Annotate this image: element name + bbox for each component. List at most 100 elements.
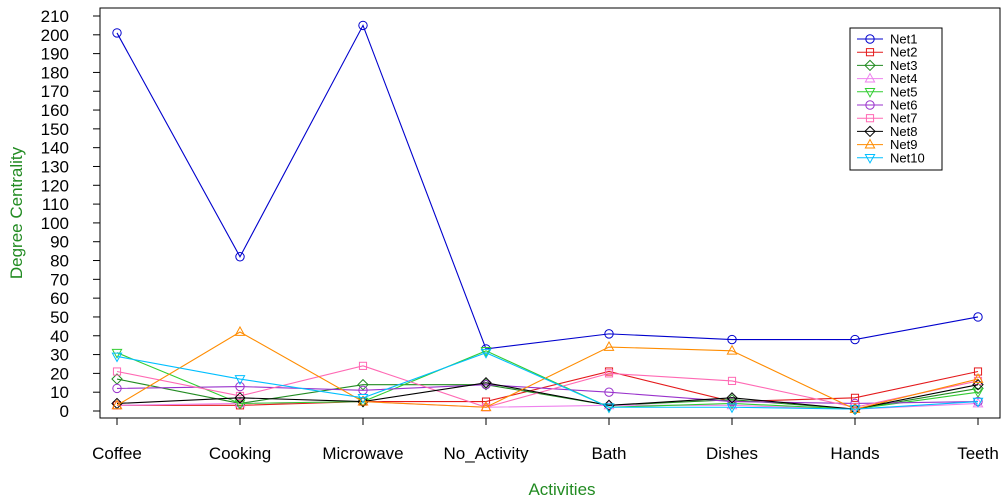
y-tick-label: 200 bbox=[41, 26, 69, 45]
y-tick-label: 110 bbox=[42, 195, 69, 214]
data-point bbox=[357, 378, 369, 391]
series-line bbox=[116, 382, 979, 410]
data-point bbox=[112, 28, 122, 38]
y-tick-label: 90 bbox=[50, 233, 69, 252]
data-point bbox=[726, 344, 738, 355]
series-line bbox=[116, 331, 979, 410]
legend-label: Net9 bbox=[890, 137, 917, 152]
legend-marker bbox=[864, 125, 876, 138]
y-tick-label: 180 bbox=[41, 63, 69, 82]
data-point bbox=[481, 397, 491, 406]
data-point bbox=[727, 334, 737, 345]
legend-marker bbox=[865, 100, 875, 110]
series-line bbox=[116, 24, 979, 350]
x-tick-label: Teeth bbox=[957, 444, 999, 463]
y-tick-label: 0 bbox=[60, 402, 69, 421]
data-point bbox=[112, 383, 122, 394]
data-point bbox=[357, 393, 369, 404]
y-tick-label: 160 bbox=[41, 101, 69, 120]
legend-item: Net4 bbox=[857, 71, 917, 86]
y-tick-label: 150 bbox=[41, 120, 69, 139]
legend-label: Net1 bbox=[890, 32, 917, 47]
data-point bbox=[850, 393, 860, 402]
data-point bbox=[112, 367, 122, 376]
x-tick-label: No_Activity bbox=[443, 444, 529, 463]
data-point bbox=[849, 403, 861, 413]
legend-item: Net10 bbox=[857, 150, 925, 165]
data-point bbox=[480, 348, 492, 359]
series-line bbox=[116, 365, 979, 408]
x-axis-title: Activities bbox=[528, 480, 595, 499]
x-tick-label: Dishes bbox=[706, 444, 758, 463]
data-point bbox=[234, 399, 246, 410]
y-tick-label: 130 bbox=[41, 157, 69, 176]
y-tick-label: 30 bbox=[50, 346, 69, 365]
data-point bbox=[235, 381, 245, 392]
data-point bbox=[357, 395, 369, 406]
legend-label: Net3 bbox=[890, 58, 917, 73]
y-axis: 0102030405060708090100110120130140150160… bbox=[41, 7, 100, 421]
data-point bbox=[234, 392, 246, 404]
x-tick-label: Bath bbox=[592, 444, 627, 463]
data-point bbox=[850, 334, 860, 345]
data-point bbox=[480, 401, 492, 412]
data-point bbox=[481, 379, 491, 390]
y-tick-label: 40 bbox=[50, 327, 69, 346]
y-axis-title: Degree Centrality bbox=[7, 146, 26, 279]
legend-label: Net5 bbox=[890, 84, 917, 99]
legend-item: Net1 bbox=[857, 32, 917, 47]
legend-marker bbox=[865, 34, 875, 44]
legend-marker bbox=[864, 153, 876, 164]
legend-label: Net2 bbox=[890, 45, 917, 60]
data-point bbox=[973, 367, 983, 376]
legend-marker bbox=[865, 48, 875, 57]
y-tick-label: 80 bbox=[50, 252, 69, 271]
legend-item: Net8 bbox=[857, 124, 917, 139]
data-point bbox=[111, 399, 123, 410]
y-tick-label: 60 bbox=[50, 289, 69, 308]
data-point bbox=[358, 20, 368, 31]
y-tick-label: 190 bbox=[41, 45, 69, 64]
data-point bbox=[972, 372, 984, 383]
data-point bbox=[972, 397, 984, 408]
data-point bbox=[234, 325, 246, 336]
data-point bbox=[480, 346, 492, 357]
data-point bbox=[849, 405, 861, 416]
data-point bbox=[973, 312, 983, 322]
series-net10 bbox=[111, 348, 984, 416]
y-tick-label: 50 bbox=[50, 308, 69, 327]
legend-label: Net7 bbox=[890, 111, 917, 126]
data-point bbox=[972, 378, 984, 391]
legend-marker bbox=[864, 138, 876, 149]
y-tick-label: 20 bbox=[50, 364, 69, 383]
legend: Net1Net2Net3Net4Net5Net6Net7Net8Net9Net1… bbox=[849, 27, 943, 171]
x-axis: Coffee Cooking Microwave No_Activity Bath Dis… bbox=[92, 418, 999, 463]
legend-box bbox=[849, 27, 943, 171]
legend-marker bbox=[865, 114, 875, 123]
x-tick-label: Microwave bbox=[322, 444, 403, 463]
y-tick-label: 170 bbox=[41, 82, 69, 101]
legend-marker bbox=[864, 59, 876, 72]
plot-area bbox=[99, 7, 1001, 419]
legend-item: Net3 bbox=[857, 58, 917, 73]
data-point bbox=[234, 375, 246, 386]
data-point bbox=[603, 340, 615, 351]
legend-item: Net7 bbox=[857, 111, 917, 126]
legend-label: Net4 bbox=[890, 71, 917, 86]
series-net9 bbox=[111, 325, 984, 413]
legend-label: Net8 bbox=[890, 124, 917, 139]
legend-marker bbox=[864, 87, 876, 98]
y-tick-label: 140 bbox=[41, 139, 69, 158]
data-point bbox=[604, 369, 614, 378]
y-tick-label: 120 bbox=[41, 176, 69, 195]
data-point bbox=[726, 403, 738, 414]
legend-item: Net6 bbox=[857, 98, 917, 113]
data-point bbox=[604, 387, 614, 397]
legend-marker bbox=[864, 72, 876, 83]
legend-label: Net6 bbox=[890, 98, 917, 113]
data-point bbox=[235, 252, 245, 262]
y-tick-label: 100 bbox=[41, 214, 69, 233]
series-line bbox=[117, 370, 979, 406]
data-point bbox=[480, 377, 492, 389]
data-point bbox=[111, 352, 123, 363]
